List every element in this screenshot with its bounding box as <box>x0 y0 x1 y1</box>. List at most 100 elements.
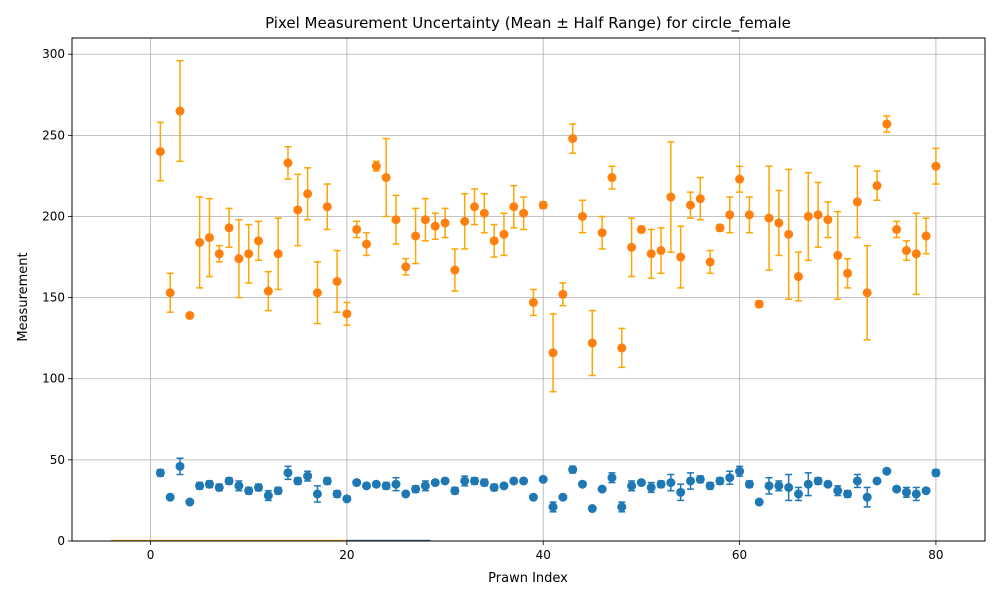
blue-data-point <box>254 482 264 492</box>
blue-data-point <box>303 471 313 481</box>
blue-data-point <box>685 476 695 486</box>
blue-data-point <box>430 478 440 488</box>
orange-data-point <box>371 161 381 171</box>
blue-data-point <box>175 461 185 471</box>
blue-data-point <box>401 489 411 499</box>
orange-data-point <box>479 208 489 218</box>
blue-data-point <box>656 479 666 489</box>
blue-data-point <box>695 474 705 484</box>
blue-data-point <box>224 476 234 486</box>
orange-data-point <box>685 200 695 210</box>
blue-data-point <box>911 489 921 499</box>
blue-data-point <box>195 481 205 491</box>
blue-data-point <box>263 491 273 501</box>
orange-data-point <box>636 224 646 234</box>
orange-data-point <box>440 218 450 228</box>
blue-data-point <box>725 473 735 483</box>
orange-data-point <box>460 216 470 226</box>
orange-data-point <box>558 289 568 299</box>
orange-data-point <box>911 249 921 259</box>
blue-data-point <box>607 473 617 483</box>
orange-data-point <box>617 343 627 353</box>
y-tick-label: 250 <box>42 128 65 142</box>
orange-data-point <box>744 210 754 220</box>
blue-data-point <box>627 481 637 491</box>
orange-data-point <box>577 211 587 221</box>
orange-data-point <box>489 236 499 246</box>
orange-data-point <box>656 246 666 256</box>
x-axis-ticks: 0 20 40 60 80 <box>147 541 944 562</box>
orange-data-point <box>342 309 352 319</box>
orange-data-point <box>293 205 303 215</box>
blue-data-point <box>352 478 362 488</box>
blue-data-point <box>342 494 352 504</box>
orange-data-point <box>862 288 872 298</box>
orange-data-point <box>695 194 705 204</box>
orange-data-point <box>362 239 372 249</box>
orange-data-point <box>332 276 342 286</box>
blue-data-point <box>892 484 902 494</box>
orange-data-point <box>234 254 244 264</box>
blue-data-point <box>872 476 882 486</box>
blue-data-point <box>577 479 587 489</box>
blue-data-point <box>676 487 686 497</box>
y-tick-label: 100 <box>42 372 65 386</box>
orange-data-point <box>244 249 254 259</box>
orange-data-point <box>195 237 205 247</box>
orange-data-point <box>450 265 460 275</box>
orange-data-point <box>214 249 224 259</box>
orange-data-point <box>263 286 273 296</box>
blue-data-point <box>735 466 745 476</box>
orange-data-point <box>813 210 823 220</box>
blue-data-point <box>744 479 754 489</box>
blue-data-point <box>862 492 872 502</box>
blue-data-point <box>921 486 931 496</box>
x-tick-label: 80 <box>928 548 943 562</box>
blue-data-point <box>332 489 342 499</box>
orange-data-point <box>499 229 509 239</box>
orange-data-point <box>430 221 440 231</box>
orange-data-point <box>607 173 617 183</box>
x-tick-label: 0 <box>147 548 155 562</box>
blue-data-point <box>234 481 244 491</box>
blue-data-point <box>293 476 303 486</box>
blue-data-point <box>371 479 381 489</box>
orange-data-point <box>872 181 882 191</box>
y-axis-label: Measurement <box>16 252 31 341</box>
orange-data-point <box>715 223 725 233</box>
orange-data-point <box>568 134 578 144</box>
blue-data-point <box>509 476 519 486</box>
orange-data-point <box>312 288 322 298</box>
blue-data-point <box>793 489 803 499</box>
blue-data-point <box>440 476 450 486</box>
blue-data-point <box>666 478 676 488</box>
blue-data-point <box>155 468 165 478</box>
orange-data-point <box>646 249 656 259</box>
blue-data-point <box>803 479 813 489</box>
orange-data-point <box>528 297 538 307</box>
orange-data-point <box>401 262 411 272</box>
orange-data-point <box>538 200 548 210</box>
blue-data-point <box>244 486 254 496</box>
blue-data-point <box>715 476 725 486</box>
y-tick-label: 50 <box>50 453 65 467</box>
orange-data-point <box>587 338 597 348</box>
orange-data-point <box>381 173 391 183</box>
orange-data-point <box>204 233 214 243</box>
blue-data-point <box>185 497 195 507</box>
orange-data-point <box>352 224 362 234</box>
orange-data-point <box>627 242 637 252</box>
orange-data-point <box>420 215 430 225</box>
orange-data-point <box>519 208 529 218</box>
blue-data-point <box>420 481 430 491</box>
blue-data-point <box>852 476 862 486</box>
orange-data-point <box>725 210 735 220</box>
orange-data-point <box>882 119 892 129</box>
y-tick-label: 300 <box>42 47 65 61</box>
blue-data-point <box>705 481 715 491</box>
blue-data-point <box>784 482 794 492</box>
orange-data-point <box>676 252 686 262</box>
blue-data-point <box>813 476 823 486</box>
blue-data-point <box>587 504 597 514</box>
